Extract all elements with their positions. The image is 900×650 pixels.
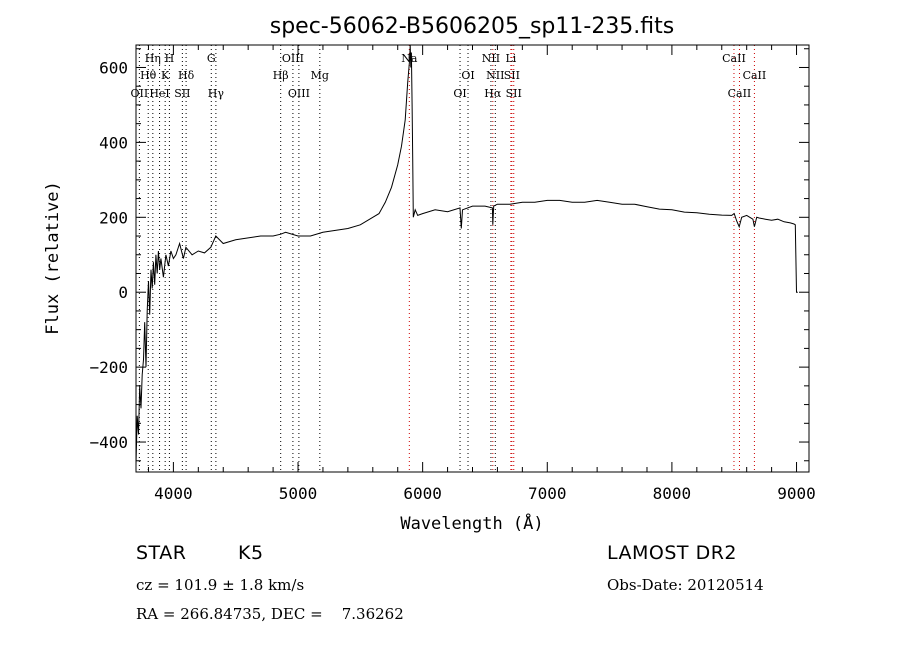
y-axis-label: Flux (relative) [43,181,63,335]
spectrum-series-line [135,44,798,465]
line-marker-label: SII [504,69,520,82]
line-marker-label: Hη [145,52,161,65]
line-marker-label: CaII [722,52,746,65]
object-subclass: K5 [238,542,264,564]
y-tick-label: −200 [89,358,128,377]
line-marker-label: Hγ [208,87,225,100]
line-marker-label: NII [482,52,500,65]
line-marker-label: NII [486,69,504,82]
plot-frame [135,44,810,473]
axis-tick-labels: 4000 5000 6000 7000 8000 9000 −400 −200 0 200 400 6… [89,58,815,503]
chart-title: spec-56062-B5606205_sp11-235.fits [270,14,675,39]
line-marker-label: H [165,52,175,65]
x-axis-label: Wavelength (Å) [400,512,543,534]
line-marker-label: SII [174,87,190,100]
y-tick-label: 200 [99,208,128,227]
observation-date: Obs-Date: 20120514 [607,576,764,594]
line-marker-label: CaII [743,69,767,82]
spectral-line-markers [138,45,755,472]
line-marker-label: Hβ [273,69,289,82]
x-tick-label: 5000 [279,484,318,503]
y-tick-label: 0 [118,283,128,302]
x-tick-label: 4000 [154,484,193,503]
line-marker-label: Hα [484,87,502,100]
line-marker-label: OIII [288,87,310,100]
line-marker-label: OII [131,87,149,100]
y-tick-label: 400 [99,133,128,152]
x-tick-label: 8000 [653,484,692,503]
x-tick-label: 9000 [777,484,816,503]
line-marker-label: OI [461,69,474,82]
line-marker-label: K [161,69,170,82]
axis-ticks [136,45,809,472]
y-tick-label: −400 [89,433,128,452]
survey-name: LAMOST DR2 [607,542,737,564]
line-marker-label: HeI [149,87,169,100]
object-class: STAR [136,542,187,564]
line-marker-label: CaII [728,87,752,100]
line-marker-label: OI [453,87,466,100]
line-marker-label: OIII [282,52,304,65]
line-marker-label: Li [505,52,516,65]
line-marker-label: SII [506,87,522,100]
line-marker-label: Hδ [178,69,195,82]
line-marker-label: G [207,52,216,65]
line-marker-label: Mg [311,69,329,82]
sky-coordinates: RA = 266.84735, DEC = 7.36262 [136,605,404,623]
line-marker-label: Hθ [140,69,157,82]
spectral-line-labels: OIIHθHηHeIKHSIIHδGHγHβOIIIOIIIMgNaOIOINI… [131,52,767,100]
x-tick-label: 6000 [403,484,442,503]
x-tick-label: 7000 [528,484,567,503]
redshift-velocity: cz = 101.9 ± 1.8 km/s [136,576,305,594]
y-tick-label: 600 [99,58,128,77]
